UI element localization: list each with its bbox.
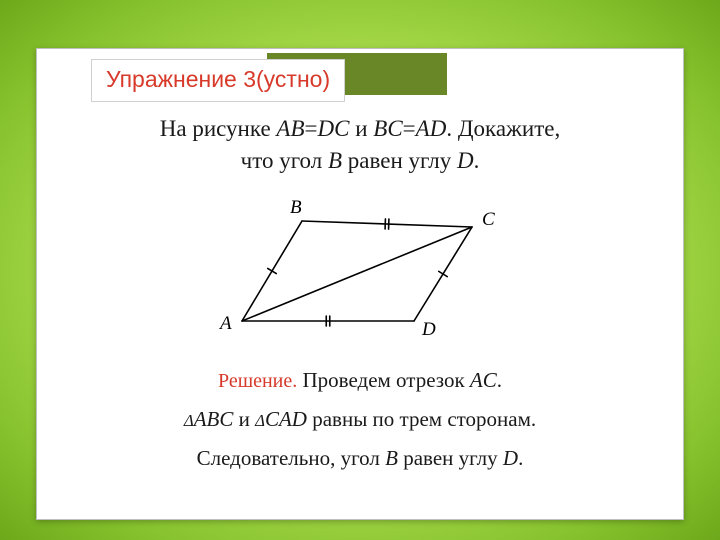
solution-part1: Проведем отрезок AC. xyxy=(297,368,502,392)
problem-line1: На рисунке AB=DC и BC=AD. Докажите, xyxy=(160,116,561,141)
solution-line2: ΔABC и ΔCAD равны по трем сторонам. xyxy=(184,407,536,431)
problem-line2: что угол B равен углу D. xyxy=(241,148,480,173)
diagram-svg: A B C D xyxy=(210,197,510,349)
solution-block: Решение. Проведем отрезок AC. ΔABC и ΔCA… xyxy=(73,361,647,478)
svg-text:A: A xyxy=(218,313,232,334)
parallelogram-figure: A B C D xyxy=(210,197,510,349)
content-panel: Упражнение 3(устно) На рисунке AB=DC и B… xyxy=(36,48,684,520)
solution-line3: Следовательно, угол B равен углу D. xyxy=(197,446,524,470)
svg-text:B: B xyxy=(290,197,302,218)
svg-text:C: C xyxy=(482,209,495,230)
body-area: На рисунке AB=DC и BC=AD. Докажите, что … xyxy=(73,109,647,499)
solution-label: Решение. xyxy=(218,370,297,392)
problem-statement: На рисунке AB=DC и BC=AD. Докажите, что … xyxy=(73,113,647,177)
title-box: Упражнение 3(устно) xyxy=(91,59,345,102)
svg-text:D: D xyxy=(421,319,436,340)
slide-title: Упражнение 3(устно) xyxy=(106,66,330,92)
